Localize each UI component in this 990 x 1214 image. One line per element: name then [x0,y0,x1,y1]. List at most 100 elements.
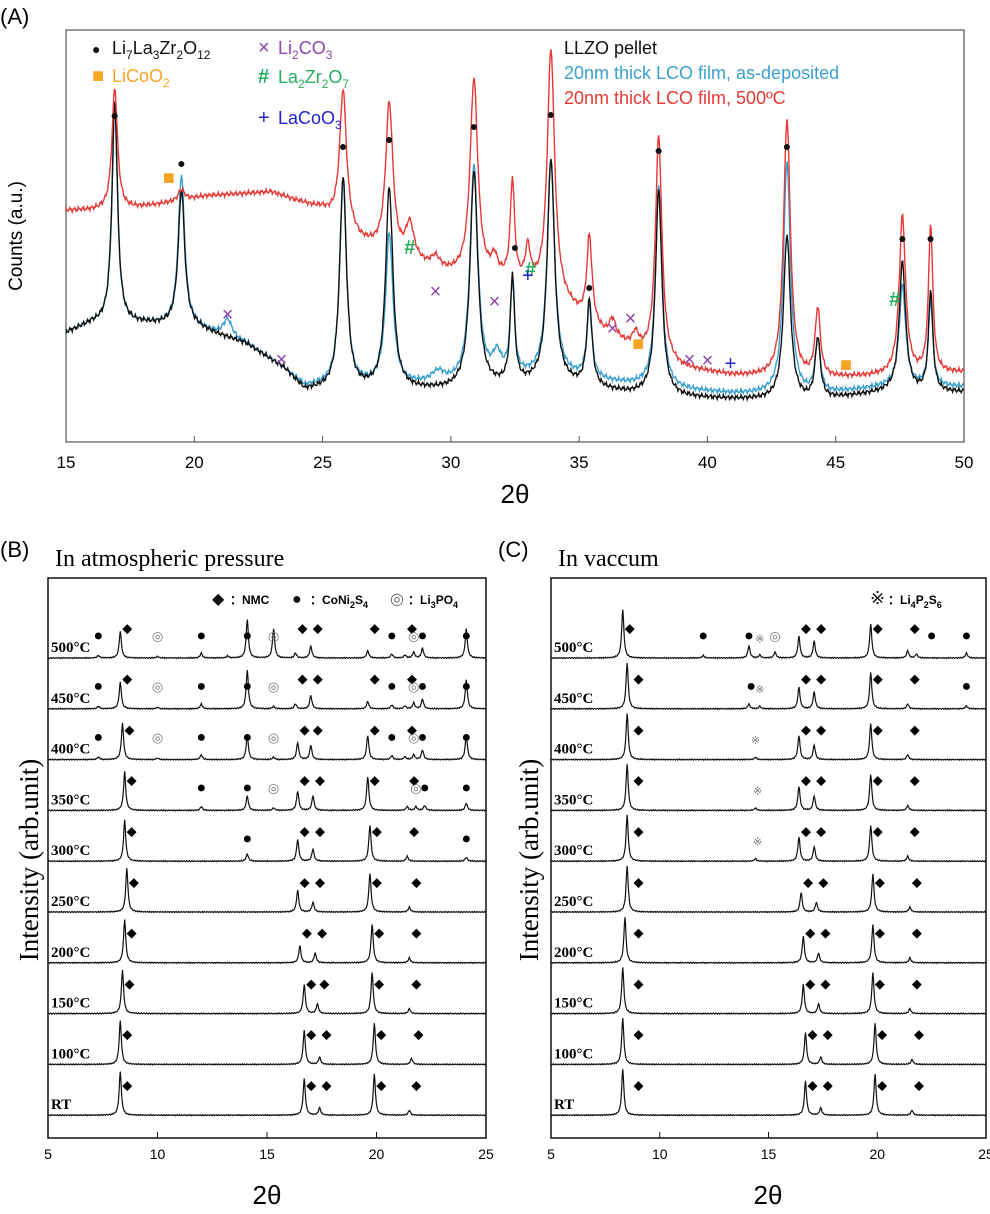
panel-a-peak-marker: ● [547,106,555,122]
panel-b-li3po4-marker: ◎ [152,628,163,643]
panel-c-pattern-line [550,917,987,965]
panel-b-coni2s4-marker: ● [94,627,104,644]
panel-a-peak-marker: ● [585,279,593,295]
panel-c-nmc-marker: ◆ [821,925,831,940]
panel-a-legend-series-label: 20nm thick LCO film, as-deposited [564,63,839,83]
panel-b-coni2s4-marker: ● [242,729,252,746]
panel-b-nmc-marker: ◆ [411,874,421,889]
panel-b-nmc-marker: ◆ [322,1027,332,1042]
panel-c-pattern-line [550,663,987,711]
panel-c-x-tick-label: 25 [978,1146,990,1162]
panel-c-nmc-marker: ◆ [633,773,643,788]
panel-c-legend-symbol: ※ [870,588,885,608]
panel-c-legend-label: ：Li4P2S6 [888,593,942,610]
panel-b-title: In atmospheric pressure [55,546,284,572]
panel-b-legend-formula-part: ：NMC [230,593,270,607]
panel-a-x-tick-label: 40 [698,453,717,472]
panel-b-nmc-marker: ◆ [315,823,325,838]
panel-a-legend-label: LiCoO2 [112,66,170,90]
panel-b-coni2s4-marker: ● [387,627,397,644]
panel-b-legend-symbol: ● [292,591,302,608]
panel-c-title: In vaccum [558,546,659,572]
panel-a-legend-formula-part: 2 [322,77,329,91]
panel-a-peak-marker: # [889,289,900,311]
panel-b-temperature-label: 500°C [51,640,90,656]
panel-a-legend-symbol: ● [92,41,100,57]
panel-a-peak-marker: × [607,318,619,340]
panel-c-nmc-marker: ◆ [818,874,828,889]
panel-b-nmc-marker: ◆ [374,925,384,940]
panel-b-li3po4-marker: ◎ [268,679,279,694]
panel-b-nmc-marker: ◆ [313,671,323,686]
panel-b-nmc-marker: ◆ [300,874,310,889]
panel-b-coni2s4-marker: ● [418,678,428,695]
panel-b-pattern-line [47,1071,487,1117]
panel-a-x-tick-label: 50 [955,453,974,472]
panel-b-nmc-marker: ◆ [300,823,310,838]
panel-b-coni2s4-marker: ● [461,729,471,746]
panel-c-nmc-marker: ◆ [633,874,643,889]
panel-b-x-tick-label: 15 [259,1146,275,1162]
panel-a-peak-marker: × [625,308,637,330]
panel-a-x-tick-label: 20 [185,453,204,472]
panel-b-li3po4-marker: ◎ [410,781,421,796]
panel-c-plot-frame [550,577,987,1139]
panel-b-x-tick-label: 5 [44,1146,52,1162]
panel-c-nmc-marker: ◆ [801,722,811,737]
panel-c-coni2s4-marker: ● [962,627,972,644]
panel-b-nmc-marker: ◆ [122,620,132,635]
panel-c-temperature-label: 350°C [554,792,593,808]
panel-b-li3po4-marker: ◎ [268,781,279,796]
panel-c-nmc-marker: ◆ [914,1027,924,1042]
panel-b-nmc-marker: ◆ [370,671,380,686]
panel-a-legend-label: LaCoO3 [278,108,342,132]
panel-a-peak-marker: + [522,265,534,287]
panel-b-nmc-marker: ◆ [129,874,139,889]
panel-c-li4p2s6-marker: ※ [755,684,764,696]
panel-c-pattern-line [550,763,987,812]
panel-a-legend-formula-part: Li [112,38,126,58]
panel-a-peak-marker: ● [177,155,185,171]
panel-b-x-tick-label: 10 [150,1146,166,1162]
panel-c-nmc-marker: ◆ [816,620,826,635]
panel-b-li3po4-marker: ◎ [408,730,419,745]
panel-c-nmc-marker: ◆ [912,925,922,940]
panel-a-peak-marker: ● [339,138,347,154]
panel-b-temperature-label: 400°C [51,742,90,758]
panel-c-nmc-marker: ◆ [633,976,643,991]
panel-b-pattern-line [48,819,486,863]
panel-c-nmc-marker: ◆ [910,823,920,838]
panel-b-temperature-label: 350°C [51,792,90,808]
panel-b-li3po4-marker: ◎ [408,628,419,643]
panel-b-nmc-marker: ◆ [376,1027,386,1042]
panel-c-nmc-marker: ◆ [633,671,643,686]
panel-a-legend-formula-part: LiCoO [112,66,163,86]
panel-a-peak-marker: ● [111,107,119,123]
panel-a-peak-marker: × [489,291,501,313]
panel-b-nmc-marker: ◆ [407,722,417,737]
panel-a-legend-formula-part: 2 [292,48,299,62]
panel-a-legend-label: Li2CO3 [278,38,333,62]
panel-a-x-tick-label: 45 [826,453,845,472]
panel-a-legend-formula-part: 2 [176,48,183,62]
panel-b-nmc-marker: ◆ [297,671,307,686]
panel-c-nmc-marker: ◆ [912,874,922,889]
panel-b-nmc-marker: ◆ [315,773,325,788]
panel-a-legend-formula-part: 2 [298,77,305,91]
panel-c-temperature-label: 150°C [554,996,593,1012]
panel-b-nmc-marker: ◆ [297,620,307,635]
panel-c-x-tick-label: 20 [869,1146,885,1162]
panel-b-legend-formula-part: S [355,593,363,607]
panel-c-coni2s4-marker: ● [962,678,972,695]
panel-c-legend-formula-part: 4 [911,600,916,610]
panel-a-peak-marker: ● [654,142,662,158]
panel-b-xlabel: 2θ [253,1180,282,1210]
panel-c-pattern-line [550,609,987,660]
panel-b-legend-formula-part: 2 [350,600,355,610]
panel-b-li3po4-marker: ◎ [408,679,419,694]
panel-c-nmc-marker: ◆ [816,722,826,737]
panel-b-li3po4-marker: ◎ [152,679,163,694]
panel-a-x-tick-label: 30 [441,453,460,472]
panel-b-temperature-label: 300°C [51,843,90,859]
panel-b-nmc-marker: ◆ [306,1027,316,1042]
